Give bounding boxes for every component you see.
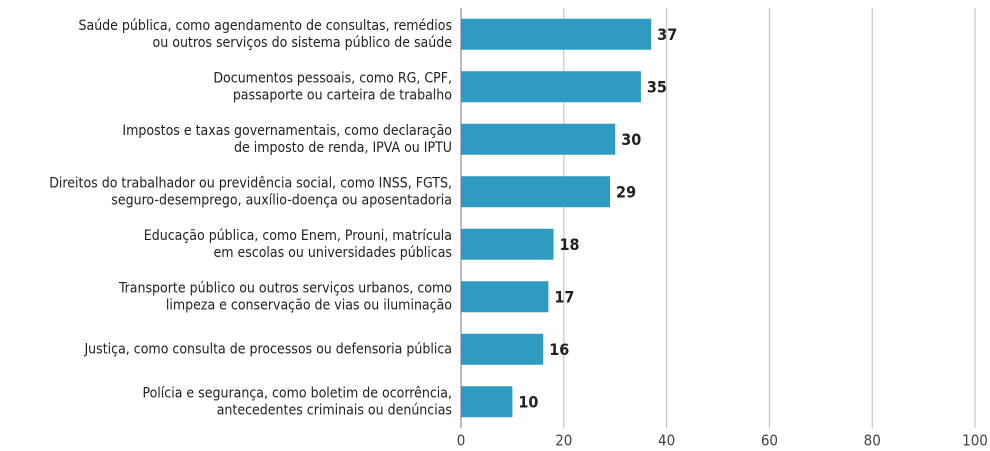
category-label: antecedentes criminais ou denúncias [217, 402, 452, 418]
category-label: Polícia e segurança, como boletim de oco… [142, 385, 452, 401]
category-label: seguro-desemprego, auxílio-doença ou apo… [111, 192, 452, 208]
category-label: em escolas ou universidades públicas [213, 245, 452, 261]
category-label: Direitos do trabalhador ou previdência s… [49, 175, 452, 191]
value-label: 37 [657, 25, 677, 44]
bar [461, 386, 513, 418]
bar [461, 71, 641, 103]
x-tick-label: 60 [761, 432, 778, 450]
x-tick-label: 20 [555, 432, 572, 450]
x-tick-label: 80 [864, 432, 881, 450]
bar [461, 176, 611, 208]
category-label: limpeza e conservação de vias ou ilumina… [166, 297, 452, 313]
category-label: ou outros serviços do sistema público de… [153, 35, 453, 51]
value-label: 35 [647, 77, 667, 96]
bar [461, 333, 544, 365]
value-label: 29 [616, 182, 636, 201]
x-tick-label: 0 [457, 432, 466, 450]
category-label: Justiça, como consulta de processos ou d… [83, 341, 452, 357]
category-label: Transporte público ou outros serviços ur… [118, 280, 452, 296]
category-label: Documentos pessoais, como RG, CPF, [213, 70, 452, 86]
bar [461, 123, 616, 155]
category-label: Saúde pública, como agendamento de consu… [78, 18, 452, 34]
category-label: Impostos e taxas governamentais, como de… [122, 123, 452, 139]
value-label: 10 [518, 392, 538, 411]
value-label: 16 [549, 340, 569, 359]
value-label: 18 [560, 235, 580, 254]
bar [461, 281, 549, 313]
category-label: passaporte ou carteira de trabalho [233, 87, 452, 103]
x-tick-label: 100 [962, 432, 988, 450]
bar [461, 18, 652, 50]
value-label: 30 [621, 130, 641, 149]
category-label: de imposto de renda, IPVA ou IPTU [234, 140, 452, 156]
category-label: Educação pública, como Enem, Prouni, mat… [144, 228, 452, 244]
bar [461, 228, 554, 260]
x-tick-label: 40 [658, 432, 675, 450]
value-label: 17 [554, 287, 574, 306]
